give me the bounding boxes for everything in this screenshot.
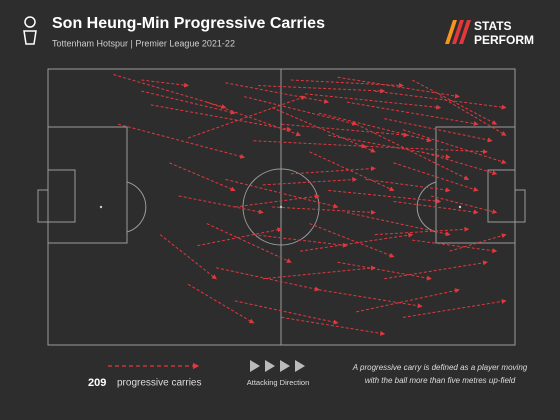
carry-arrow: [281, 316, 386, 336]
chart-subtitle: Tottenham Hotspur | Premier League 2021-…: [52, 38, 235, 48]
carry-arrow: [309, 151, 395, 192]
carry-arrow: [300, 232, 414, 252]
carry-arrow: [421, 151, 498, 176]
carry-arrow: [117, 123, 246, 159]
carry-arrow: [113, 74, 227, 109]
carry-arrow: [150, 104, 292, 132]
carry-arrow: [337, 76, 460, 99]
carry-arrow: [337, 261, 432, 281]
carry-arrow: [346, 212, 451, 237]
carry-arrow: [178, 195, 264, 215]
carry-arrow: [187, 95, 306, 139]
carry-arrow: [355, 123, 470, 180]
carry-arrow: [393, 200, 479, 215]
carry-arrow: [206, 223, 292, 263]
carry-arrow: [141, 90, 236, 115]
definition-text: A progressive carry is defined as a play…: [352, 363, 528, 372]
carry-arrow: [272, 206, 376, 215]
carry-arrow: [258, 85, 386, 94]
carry-arrow: [197, 227, 283, 247]
penalty-spot: [458, 205, 462, 209]
pitch: [37, 68, 526, 346]
carry-arrow: [365, 178, 451, 193]
carry-arrow: [187, 283, 255, 324]
carry-arrow: [309, 223, 395, 258]
carry-arrow: [234, 300, 339, 325]
carry-count: 209: [88, 377, 106, 389]
carry-arrow: [253, 234, 348, 248]
carry-arrow: [384, 118, 493, 143]
carry-arrow: [225, 82, 330, 104]
carry-arrow: [356, 288, 460, 313]
carry-arrow: [290, 166, 376, 175]
chart-title: Son Heung-Min Progressive Carries: [52, 15, 325, 32]
carry-arrow: [281, 123, 409, 138]
carry-arrow: [225, 178, 339, 209]
carry-arrow: [262, 177, 358, 186]
carry-arrow: [271, 107, 376, 153]
carry-arrow: [159, 234, 217, 280]
carry-arrow: [412, 239, 498, 254]
carry-arrow: [206, 101, 302, 137]
carry-arrow: [304, 93, 442, 110]
carry-arrow: [253, 140, 367, 149]
centre-spot: [279, 205, 283, 209]
logo-text: PERFORM: [474, 33, 534, 47]
carry-arrow: [374, 90, 507, 110]
carry-arrow: [318, 289, 423, 309]
carry-arrow: [402, 299, 507, 318]
direction-label: Attacking Direction: [247, 378, 310, 387]
club-crest: [23, 16, 37, 45]
carry-arrow: [318, 112, 432, 143]
carry-arrow: [384, 260, 488, 280]
carry-arrow: [216, 267, 320, 292]
carry-arrow: [374, 226, 470, 236]
carry-arrow: [412, 79, 498, 125]
carry-arrow: [141, 79, 190, 88]
definition-text: with the ball more than five metres up-f…: [365, 376, 516, 385]
direction-arrows: [250, 360, 305, 372]
penalty-spot: [99, 205, 103, 209]
carry-arrow: [402, 129, 507, 164]
logo-text: STATS: [474, 19, 512, 33]
carry-arrow: [346, 101, 479, 126]
carry-arrow: [440, 96, 507, 136]
carry-arrow: [234, 194, 320, 208]
carry-arrow: [290, 79, 404, 88]
provider-logo: STATS PERFORM: [445, 19, 534, 47]
count-label: progressive carries: [117, 378, 201, 389]
carry-arrow: [169, 162, 236, 192]
carry-arrow: [430, 195, 498, 214]
carry-arrow: [328, 134, 451, 160]
carry-arrow: [328, 189, 442, 204]
carry-arrow: [262, 265, 376, 280]
carry-arrow: [244, 96, 358, 126]
carry-arrow: [365, 145, 488, 155]
